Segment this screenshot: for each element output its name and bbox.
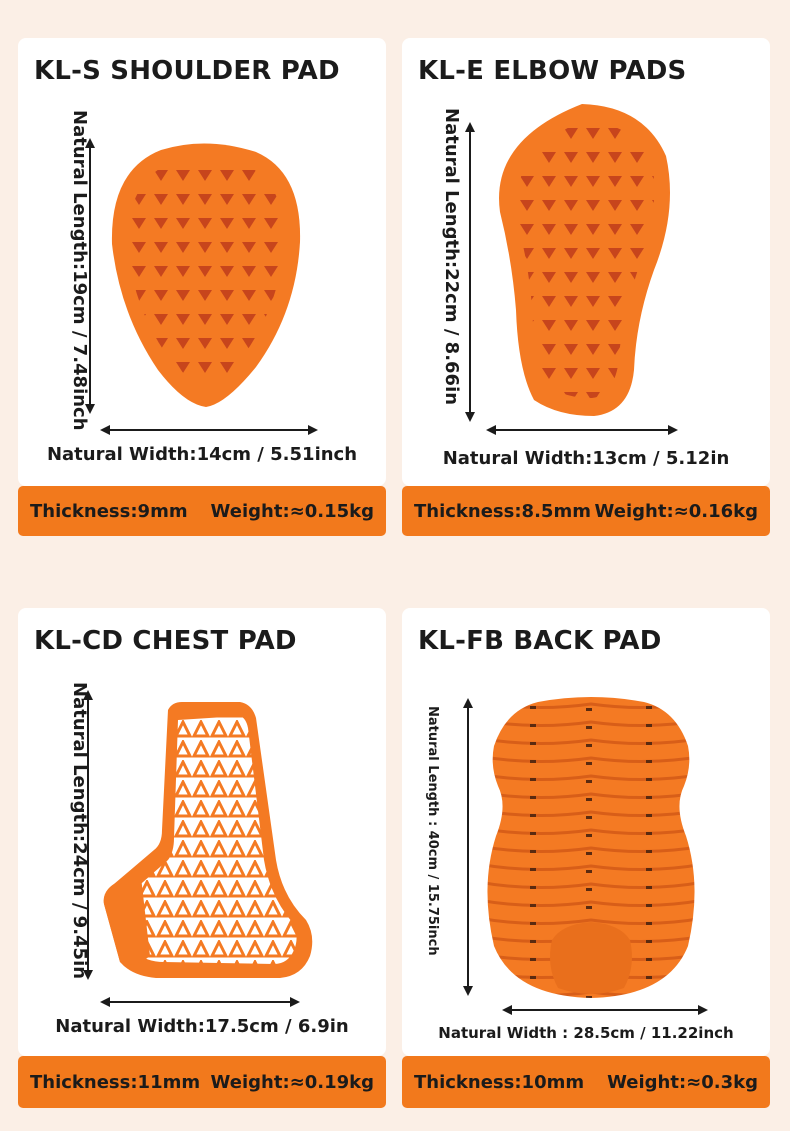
product-card-elbow-pads: KL-E ELBOW PADS Natural Length:22cm / 8.… xyxy=(402,38,770,486)
elbow-pad-image xyxy=(499,104,670,416)
product-title: KL-FB BACK PAD xyxy=(418,626,662,656)
thickness-value: Thickness:8.5mm xyxy=(414,500,591,522)
spec-bar: Thickness:10mm Weight:≈0.3kg xyxy=(402,1056,770,1108)
product-card-chest-pad: KL-CD CHEST PAD Natural Length:24cm / 9.… xyxy=(18,608,386,1056)
weight-value: Weight:≈0.16kg xyxy=(594,500,758,522)
product-card-shoulder-pad: KL-S SHOULDER PAD Natural Length:19cm / … xyxy=(18,38,386,486)
weight-value: Weight:≈0.15kg xyxy=(210,500,374,522)
width-label: Natural Width : 28.5cm / 11.22inch xyxy=(438,1024,734,1042)
length-arrow xyxy=(83,690,93,980)
length-arrow xyxy=(463,698,473,996)
spec-bar: Thickness:9mm Weight:≈0.15kg xyxy=(18,486,386,536)
width-arrow xyxy=(100,425,318,435)
thickness-value: Thickness:9mm xyxy=(30,500,188,522)
product-title: KL-CD CHEST PAD xyxy=(34,626,297,656)
width-label: Natural Width:13cm / 5.12in xyxy=(442,448,730,469)
width-arrow xyxy=(486,425,678,435)
width-label: Natural Width:17.5cm / 6.9in xyxy=(55,1016,349,1037)
product-title: KL-S SHOULDER PAD xyxy=(34,56,340,86)
spec-bar: Thickness:11mm Weight:≈0.19kg xyxy=(18,1056,386,1108)
width-label: Natural Width:14cm / 5.51inch xyxy=(46,444,358,465)
product-title: KL-E ELBOW PADS xyxy=(418,56,687,86)
length-arrow xyxy=(85,138,95,414)
shoulder-pad-image xyxy=(111,143,301,407)
width-arrow xyxy=(100,997,300,1007)
weight-value: Weight:≈0.19kg xyxy=(210,1071,374,1093)
back-pad-image xyxy=(487,697,695,998)
spec-bar: Thickness:8.5mm Weight:≈0.16kg xyxy=(402,486,770,536)
length-label: Natural Length : 40cm / 15.75inch xyxy=(425,706,440,956)
length-arrow xyxy=(465,122,475,422)
chest-pad-image xyxy=(103,702,313,978)
weight-value: Weight:≈0.3kg xyxy=(607,1071,758,1093)
thickness-value: Thickness:10mm xyxy=(414,1071,585,1093)
product-card-back-pad: KL-FB BACK PAD Natural Length : 40cm / 1… xyxy=(402,608,770,1056)
width-arrow xyxy=(502,1005,708,1015)
thickness-value: Thickness:11mm xyxy=(30,1071,201,1093)
length-label: Natural Length:22cm / 8.66in xyxy=(441,108,462,406)
